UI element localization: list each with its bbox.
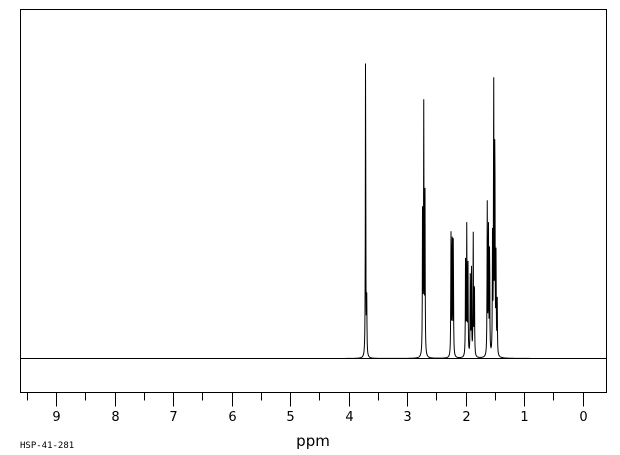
x-axis-ticks: 9 8 7 6 5 4 3 2 1 0	[27, 392, 588, 425]
x-tick-label: 0	[579, 410, 587, 425]
x-tick-label: 2	[462, 410, 470, 425]
x-tick-label: 9	[52, 410, 60, 425]
x-tick-label: 5	[286, 410, 294, 425]
spectrum-code: HSP-41-281	[20, 441, 74, 451]
plot-frame	[20, 9, 607, 393]
x-tick-label: 8	[111, 410, 119, 425]
x-tick-label: 6	[228, 410, 236, 425]
spectrum-line	[21, 63, 606, 359]
x-tick-label: 1	[520, 410, 528, 425]
x-tick-label: 7	[169, 410, 177, 425]
x-tick-label: 4	[345, 410, 353, 425]
x-axis-title: ppm	[296, 432, 330, 450]
x-tick-label: 3	[403, 410, 411, 425]
